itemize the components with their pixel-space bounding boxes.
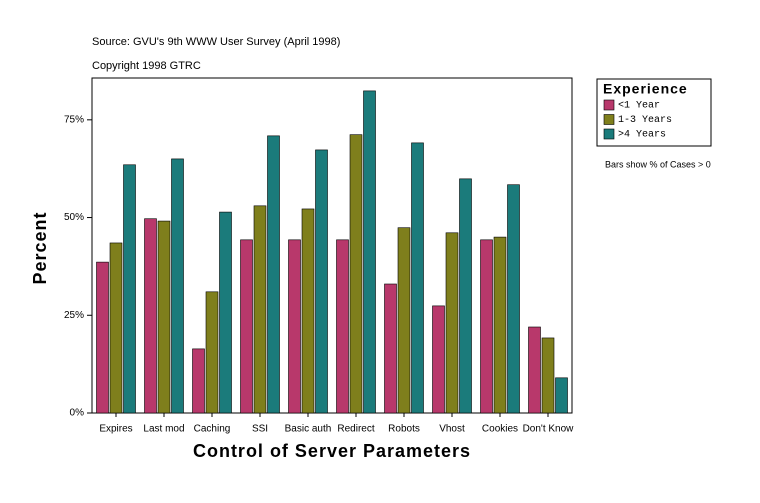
bar <box>144 218 157 414</box>
bar <box>555 377 568 414</box>
bar <box>315 149 328 414</box>
bar <box>336 239 349 414</box>
x-tick-label: Last mod <box>143 424 184 435</box>
bar <box>301 208 315 414</box>
bar <box>240 239 253 414</box>
y-tick-label: 25% <box>64 310 84 321</box>
legend-title: Experience <box>603 81 688 97</box>
bar <box>445 232 459 414</box>
bar <box>480 239 493 414</box>
x-tick-label: Vhost <box>439 424 465 435</box>
legend-swatch <box>603 114 615 125</box>
bar <box>171 158 184 414</box>
chart-subtitle: Copyright 1998 GTRC <box>92 60 201 72</box>
x-tick-label: Robots <box>388 424 420 435</box>
legend-label: >4 Years <box>618 130 666 141</box>
legend-swatch <box>603 99 615 111</box>
bar <box>384 283 397 414</box>
chart-title: Source: GVU's 9th WWW User Survey (April… <box>92 36 340 48</box>
bar <box>432 305 445 414</box>
annotation: Bars show % of Cases > 0 <box>605 159 711 169</box>
bar <box>541 337 555 414</box>
bar <box>459 178 472 414</box>
bar <box>219 211 232 414</box>
bar <box>267 135 280 414</box>
x-tick-label: Don't Know <box>523 424 575 435</box>
bar <box>123 164 136 414</box>
plot-frame <box>91 77 573 414</box>
x-tick-label: Expires <box>99 424 132 435</box>
bar <box>192 348 205 414</box>
y-axis-label: Percent <box>30 211 50 284</box>
bar <box>288 239 301 414</box>
x-tick-label: Cookies <box>482 424 518 435</box>
bar <box>157 220 171 414</box>
bar <box>397 227 411 414</box>
bar <box>411 142 424 414</box>
x-tick-label: SSI <box>252 424 268 435</box>
y-tick-label: 50% <box>64 212 84 223</box>
x-tick-label: Caching <box>194 424 231 435</box>
y-tick-label: 75% <box>64 114 84 125</box>
bar <box>109 242 123 414</box>
y-tick-label: 0% <box>70 408 85 419</box>
bar <box>96 261 109 414</box>
bar <box>349 134 363 414</box>
legend-swatch <box>603 128 615 140</box>
x-tick-label: Basic auth <box>285 424 332 435</box>
x-tick-label: Redirect <box>337 424 374 435</box>
legend-label: <1 Year <box>618 101 660 112</box>
bar <box>493 236 507 414</box>
bar <box>363 90 376 414</box>
bar <box>507 184 520 414</box>
legend-box <box>596 78 712 147</box>
x-axis-label: Control of Server Parameters <box>193 441 471 461</box>
bar <box>528 326 541 414</box>
bar <box>253 205 267 414</box>
bar <box>205 291 219 414</box>
legend-label: 1-3 Years <box>618 115 672 126</box>
